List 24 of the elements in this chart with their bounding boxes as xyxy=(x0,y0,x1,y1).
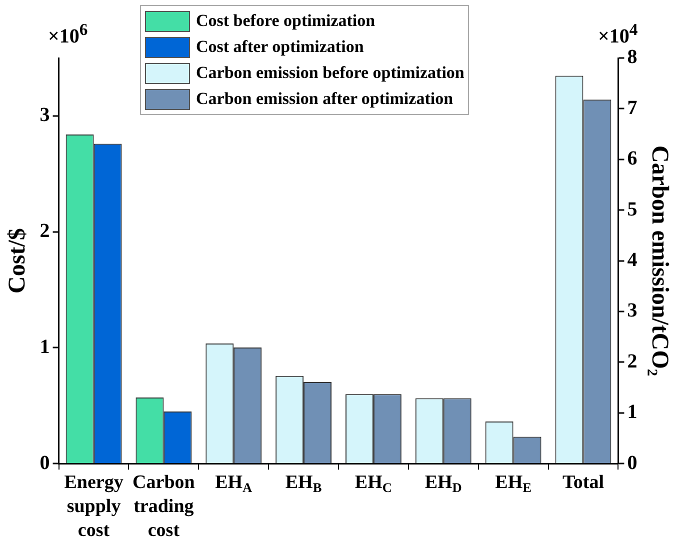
y2-tick-label: 0 xyxy=(627,452,638,474)
y2-tick-label: 5 xyxy=(627,198,638,220)
y2-tick-label: 3 xyxy=(627,300,638,322)
y2-tick-label: 1 xyxy=(627,401,638,424)
y2-tick-label: 2 xyxy=(627,350,638,372)
legend-label: Cost before optimization xyxy=(196,11,376,31)
y2-tick-label: 4 xyxy=(627,248,638,271)
x-tick-label: Carbon trading cost xyxy=(132,472,196,542)
y2-axis-title: Carbon emission/tCO₂ xyxy=(646,146,672,376)
y2-tick-label: 7 xyxy=(627,96,638,119)
legend-label: Carbon emission before optimization xyxy=(196,63,464,83)
y-tick-label: 3 xyxy=(40,104,50,126)
y2-tick-label: 6 xyxy=(627,148,638,170)
legend-label: Carbon emission after optimization xyxy=(196,89,454,109)
x-tick-label: Total xyxy=(562,472,604,494)
y2-tick-label: 8 xyxy=(627,46,638,68)
text: ×10$^{6}$ xyxy=(48,20,88,49)
y-tick-label: 2 xyxy=(40,220,50,242)
legend-label: Cost after optimization xyxy=(196,37,364,57)
y-tick-label: 1 xyxy=(40,336,50,358)
y-axis-title: Cost/$ xyxy=(4,228,31,294)
text: ×10$^{4}$ xyxy=(598,20,638,49)
y-tick-label: 0 xyxy=(40,452,50,474)
x-tick-label: Energy supply cost xyxy=(64,472,124,542)
